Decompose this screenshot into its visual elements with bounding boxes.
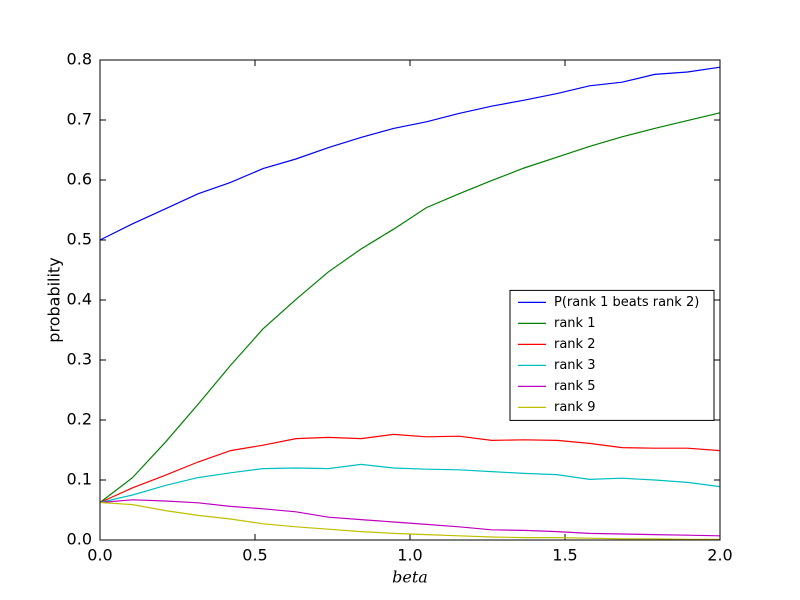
x-tick-label: 0.0 bbox=[87, 546, 112, 565]
series-line bbox=[99, 499, 721, 537]
legend-label: rank 5 bbox=[554, 379, 595, 394]
y-tick-label: 0.6 bbox=[67, 170, 92, 189]
y-tick-label: 0.5 bbox=[67, 230, 92, 249]
y-tick-label: 0.1 bbox=[67, 470, 92, 489]
legend-box bbox=[509, 289, 715, 421]
y-axis-label: probability bbox=[45, 257, 64, 342]
series-line bbox=[99, 501, 720, 540]
plot-frame bbox=[99, 59, 721, 541]
x-tick-label: 1.0 bbox=[397, 546, 422, 565]
y-tick-label: 0.7 bbox=[67, 110, 92, 129]
legend-label: rank 3 bbox=[554, 358, 595, 373]
y-tick-label: 0.8 bbox=[67, 50, 92, 69]
legend-label: rank 9 bbox=[554, 400, 595, 415]
series-line bbox=[99, 463, 721, 504]
y-tick-label: 0.4 bbox=[67, 290, 92, 309]
y-tick-label: 0.3 bbox=[67, 350, 92, 369]
series-line bbox=[99, 66, 721, 241]
x-tick-label: 1.5 bbox=[552, 546, 577, 565]
x-tick-label: 2.0 bbox=[707, 546, 732, 565]
y-tick-label: 0.0 bbox=[67, 530, 92, 549]
series-line bbox=[99, 112, 721, 503]
legend-label: P(rank 1 beats rank 2) bbox=[554, 295, 699, 310]
series-line bbox=[99, 433, 721, 504]
x-axis-label: beta bbox=[392, 568, 428, 587]
x-tick-label: 0.5 bbox=[242, 546, 267, 565]
legend-label: rank 1 bbox=[554, 316, 595, 331]
legend-label: rank 2 bbox=[554, 337, 595, 352]
y-tick-label: 0.2 bbox=[67, 410, 92, 429]
